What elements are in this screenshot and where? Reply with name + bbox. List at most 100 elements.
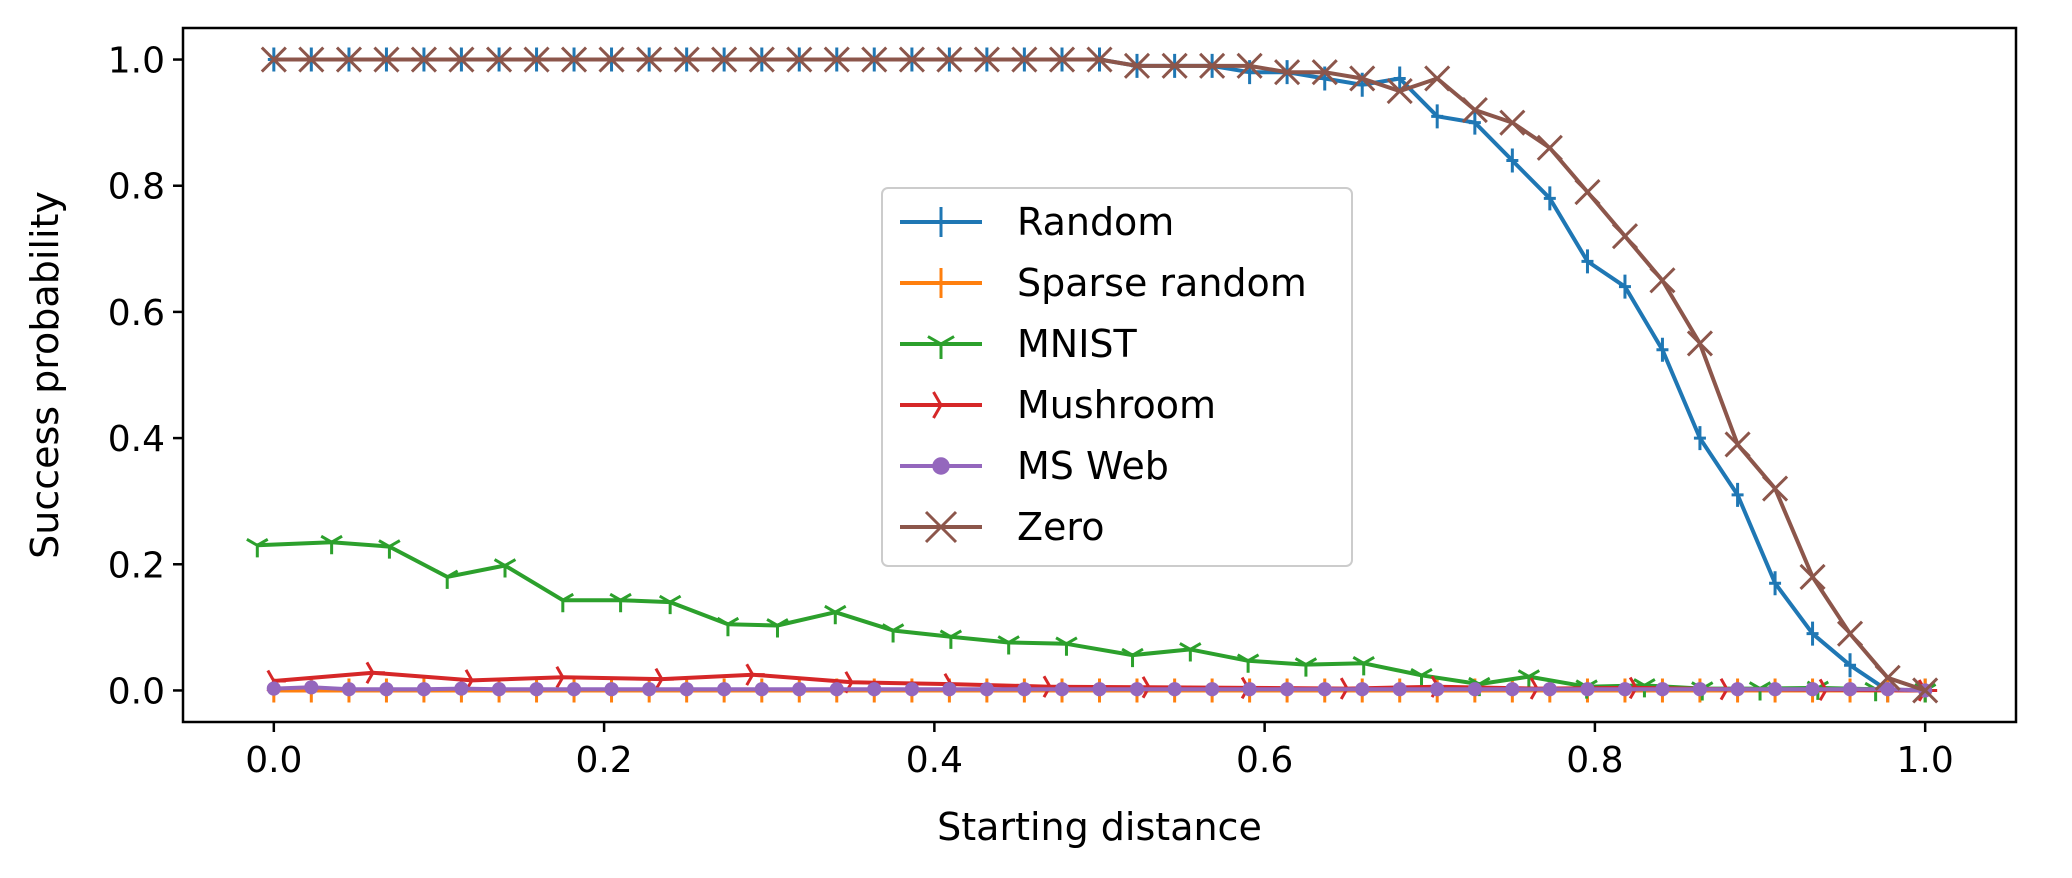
legend-box: [881, 187, 1353, 567]
legend-marker: [932, 391, 956, 419]
data-point: [373, 46, 400, 73]
data-point: [1692, 682, 1708, 697]
data-point: [598, 46, 625, 73]
data-point: [1386, 78, 1413, 105]
data-point: [1352, 656, 1375, 676]
data-point: [979, 682, 994, 697]
data-point: [486, 46, 513, 73]
data-point: [1279, 682, 1295, 697]
data-point: [1769, 571, 1782, 596]
data-point: [1468, 110, 1481, 135]
data-point: [1317, 682, 1332, 697]
data-point: [1294, 657, 1318, 677]
data-point: [493, 558, 517, 578]
data-point: [1506, 148, 1519, 173]
data-point: [1730, 682, 1745, 697]
data-point: [973, 46, 1000, 73]
data-point: [609, 592, 632, 613]
data-point: [1393, 66, 1406, 91]
data-point: [1129, 682, 1145, 697]
axes-frame: [181, 26, 2018, 724]
data-point: [823, 46, 850, 73]
y-tick-label: 0.8: [108, 167, 165, 208]
legend: Random Sparse random MNIST Mushroom MS Web Ze…: [881, 187, 1353, 567]
legend-marker: [933, 268, 949, 298]
data-point: [379, 682, 394, 697]
data-point: [636, 46, 663, 73]
y-tick-label: 0.6: [108, 293, 165, 334]
legend-label: MS Web: [1017, 444, 1169, 488]
data-point: [1236, 52, 1263, 79]
x-axis-label: Starting distance: [937, 805, 1262, 849]
data-point: [1311, 59, 1338, 86]
data-point: [711, 46, 738, 73]
legend-item: MNIST: [900, 322, 1138, 366]
data-point: [1842, 682, 1858, 697]
data-point: [341, 682, 357, 697]
legend-label: Zero: [1017, 505, 1104, 549]
data-point: [673, 46, 700, 73]
data-point: [365, 661, 385, 684]
data-point: [1731, 482, 1744, 507]
y-axis-ticks: 0.0 0.2 0.4 0.6 0.8 1.0: [108, 41, 183, 712]
data-point: [1580, 682, 1595, 697]
legend-label: Random: [1017, 200, 1174, 244]
data-point: [1349, 65, 1376, 92]
data-point: [1048, 46, 1076, 73]
data-point: [1574, 178, 1601, 206]
data-point: [454, 681, 469, 696]
data-point: [1543, 186, 1556, 211]
data-point: [436, 569, 459, 589]
legend-label: Mushroom: [1017, 383, 1216, 427]
legend-marker: [924, 510, 958, 544]
data-point: [939, 629, 963, 649]
series-mnist: [246, 534, 1937, 703]
data-point: [1054, 682, 1070, 697]
data-point: [1762, 475, 1789, 502]
legend-marker: [932, 457, 950, 475]
data-point: [1536, 134, 1563, 161]
data-point: [1656, 337, 1669, 362]
data-point: [298, 46, 325, 73]
x-tick-label: 0.2: [575, 740, 632, 781]
x-tick-label: 0.4: [906, 740, 963, 781]
y-axis-label: Success probability: [23, 191, 67, 559]
plot-area: [246, 46, 1939, 704]
data-point: [1179, 642, 1202, 662]
data-point: [523, 46, 550, 73]
data-point: [410, 46, 437, 73]
data-point: [555, 666, 575, 689]
data-point: [786, 46, 813, 73]
data-point: [304, 680, 319, 695]
data-point: [551, 592, 574, 613]
data-point: [1655, 682, 1670, 697]
data-point: [904, 682, 920, 697]
legend-item: MS Web: [900, 444, 1169, 488]
data-point: [1467, 682, 1482, 697]
data-point: [1874, 664, 1901, 691]
data-point: [1236, 653, 1260, 673]
data-point: [1799, 563, 1826, 590]
data-point: [604, 682, 619, 697]
data-point: [1806, 621, 1819, 646]
data-point: [1123, 52, 1151, 79]
data-point: [1161, 52, 1188, 79]
data-point: [1581, 249, 1594, 274]
legend-item: Mushroom: [900, 383, 1216, 427]
data-point: [1686, 330, 1713, 357]
legend-item: Random: [900, 200, 1174, 244]
x-tick-label: 1.0: [1897, 740, 1954, 781]
data-point: [658, 594, 682, 615]
data-point: [1242, 682, 1257, 697]
data-point: [1805, 682, 1820, 697]
data-point: [766, 618, 789, 638]
data-point: [1880, 682, 1895, 697]
data-point: [1617, 682, 1633, 697]
x-tick-label: 0.0: [245, 740, 302, 781]
y-tick-label: 0.2: [108, 545, 165, 586]
data-point: [246, 538, 269, 558]
data-point: [416, 682, 432, 697]
data-point: [1017, 682, 1032, 697]
data-point: [1355, 682, 1370, 697]
